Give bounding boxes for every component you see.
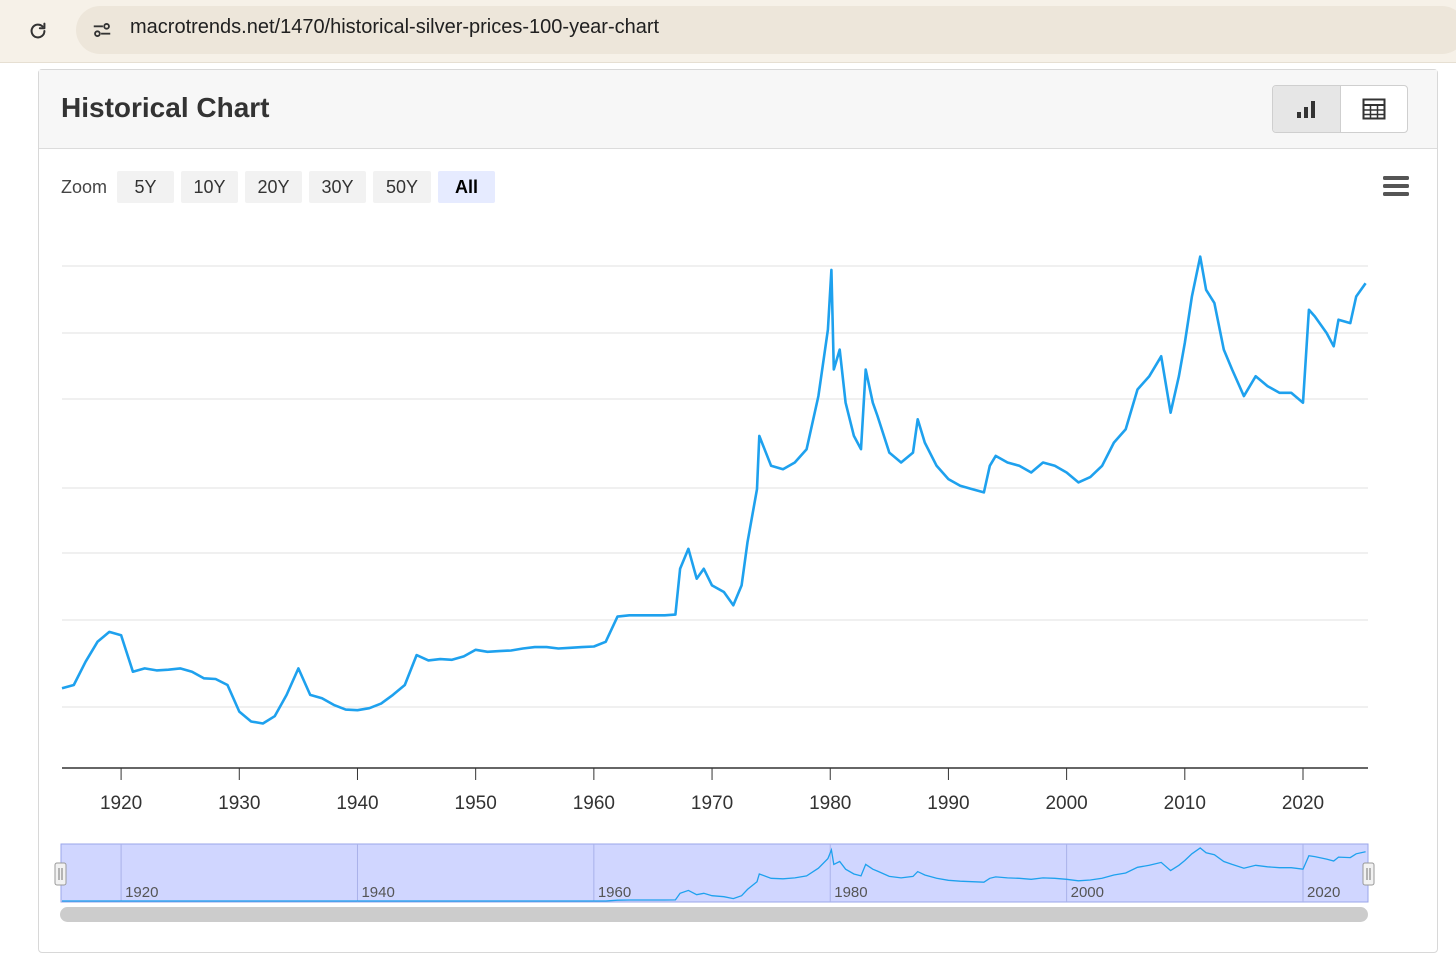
reload-icon[interactable] bbox=[24, 17, 52, 45]
url-text[interactable]: macrotrends.net/1470/historical-silver-p… bbox=[130, 16, 660, 38]
zoom-5y-button[interactable]: 5Y bbox=[117, 171, 174, 203]
chart-view-button[interactable] bbox=[1273, 86, 1341, 132]
zoom-10y-button[interactable]: 10Y bbox=[181, 171, 238, 203]
x-tick-label: 2010 bbox=[1164, 793, 1206, 814]
navigator-scrollbar[interactable] bbox=[60, 907, 1368, 922]
navigator-tick-label: 1940 bbox=[361, 884, 394, 901]
navigator-tick-label: 2000 bbox=[1071, 884, 1104, 901]
x-tick-label: 1980 bbox=[809, 793, 851, 814]
navigator-series-line bbox=[62, 847, 1366, 902]
table-view-button[interactable] bbox=[1341, 86, 1408, 132]
browser-toolbar: macrotrends.net/1470/historical-silver-p… bbox=[0, 0, 1456, 63]
x-tick-label: 1950 bbox=[455, 793, 497, 814]
x-tick-label: 1930 bbox=[218, 793, 260, 814]
navigator-ticks: 1920 1940 1960 1980 2000 2020 bbox=[120, 844, 1340, 902]
hamburger-menu-icon[interactable] bbox=[1382, 174, 1410, 198]
zoom-20y-button[interactable]: 20Y bbox=[245, 171, 302, 203]
bar-chart-icon bbox=[1297, 101, 1316, 118]
price-series-line bbox=[61, 255, 1367, 725]
chart-grid bbox=[62, 265, 1368, 708]
historical-chart-card: Historical Chart bbox=[38, 69, 1438, 953]
x-tick-label: 1960 bbox=[573, 793, 615, 814]
view-toggle bbox=[1272, 85, 1408, 133]
navigator-tick-label: 2020 bbox=[1307, 884, 1340, 901]
zoom-30y-button[interactable]: 30Y bbox=[309, 171, 366, 203]
card-header: Historical Chart bbox=[39, 70, 1437, 149]
x-axis-ticks: 1920 1930 1940 1950 1960 1970 1980 1990 2000 2010… bbox=[100, 768, 1324, 814]
navigator-tick-label: 1980 bbox=[834, 884, 867, 901]
table-icon bbox=[1362, 98, 1386, 120]
zoom-all-button[interactable]: All bbox=[438, 171, 495, 203]
navigator-left-handle[interactable] bbox=[54, 862, 67, 886]
navigator-tick-label: 1960 bbox=[598, 884, 631, 901]
zoom-50y-button[interactable]: 50Y bbox=[373, 171, 431, 203]
navigator-right-handle[interactable] bbox=[1362, 862, 1375, 886]
navigator-tick-label: 1920 bbox=[125, 884, 158, 901]
address-bar[interactable] bbox=[76, 6, 1456, 54]
x-tick-label: 1970 bbox=[691, 793, 733, 814]
zoom-label: Zoom bbox=[61, 177, 108, 197]
x-tick-label: 2020 bbox=[1282, 793, 1324, 814]
navigator-window[interactable] bbox=[60, 843, 1369, 903]
x-tick-label: 2000 bbox=[1045, 793, 1087, 814]
site-settings-icon[interactable] bbox=[86, 14, 118, 46]
x-tick-label: 1940 bbox=[336, 793, 378, 814]
x-tick-label: 1920 bbox=[100, 793, 142, 814]
card-title: Historical Chart bbox=[61, 92, 270, 123]
x-tick-label: 1990 bbox=[927, 793, 969, 814]
